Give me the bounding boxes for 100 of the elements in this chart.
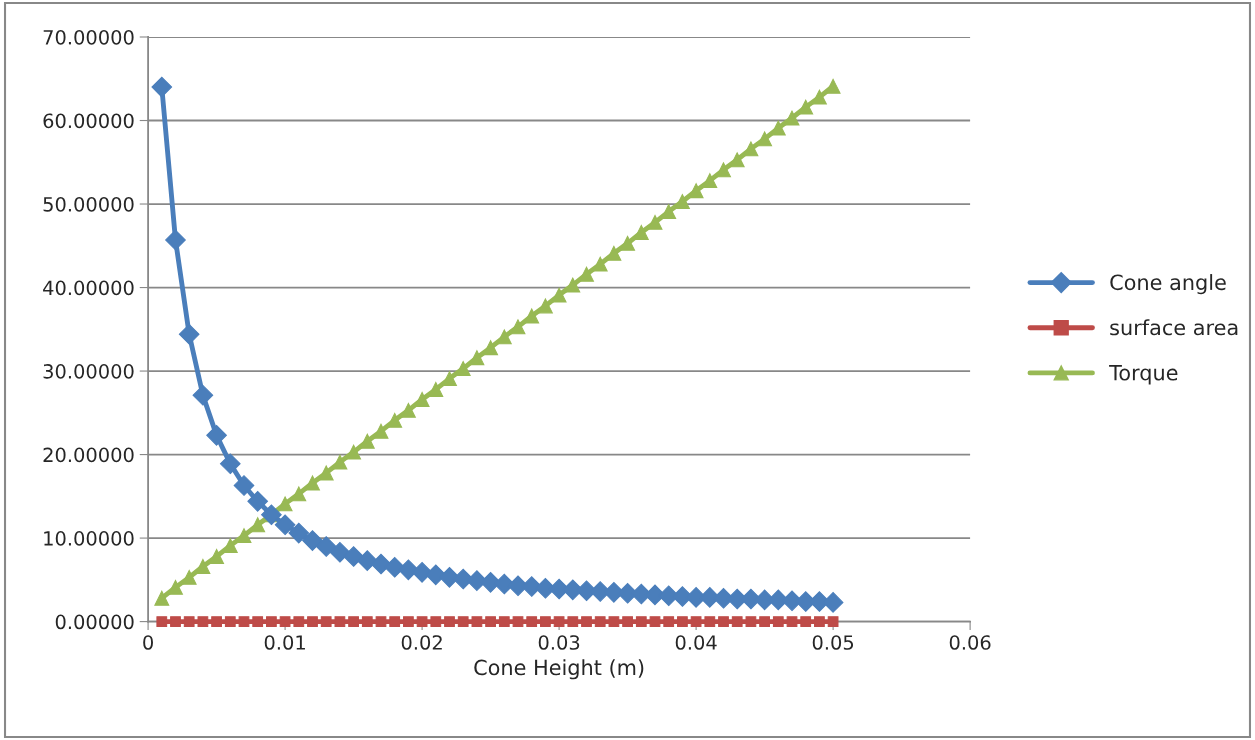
point [442, 371, 457, 387]
point [444, 616, 455, 627]
point [827, 616, 839, 627]
point [537, 298, 553, 314]
point [250, 517, 266, 533]
y-tick-label: 30.00000 [43, 364, 134, 379]
point [279, 616, 291, 627]
point [731, 616, 743, 627]
point [512, 616, 524, 627]
point [211, 616, 222, 627]
point [206, 425, 227, 446]
point [375, 616, 387, 627]
point [496, 329, 512, 345]
point [526, 616, 538, 627]
point [165, 229, 186, 251]
point [346, 444, 362, 460]
x-axis-title: Cone Height (m) [474, 659, 644, 680]
point [674, 194, 690, 209]
point [168, 579, 183, 595]
x-tick-label: 0.03 [538, 635, 580, 650]
point [400, 402, 416, 418]
point [154, 590, 170, 606]
point [498, 616, 510, 627]
point [305, 475, 320, 491]
point [743, 141, 759, 157]
point [688, 183, 704, 199]
point [745, 616, 757, 627]
point [579, 266, 594, 282]
point [343, 546, 364, 567]
point [332, 454, 348, 470]
point [784, 110, 800, 126]
point [192, 384, 214, 406]
point [825, 78, 841, 94]
point [334, 616, 346, 627]
y-tick-label: 60.00000 [43, 113, 134, 129]
point [565, 277, 581, 293]
point [302, 530, 323, 551]
point [677, 616, 688, 627]
point [592, 256, 608, 272]
point [524, 308, 540, 324]
point [293, 616, 305, 627]
point [483, 340, 499, 356]
point [315, 536, 337, 557]
y-tick-label: 0.00000 [55, 614, 134, 630]
point [457, 616, 469, 627]
point [274, 514, 296, 536]
y-tick-label: 10.00000 [44, 531, 134, 546]
y-tick-label: 20.00000 [43, 447, 134, 463]
point [702, 173, 718, 189]
point [430, 616, 442, 627]
y-tick-label: 40.00000 [43, 280, 134, 296]
point [822, 592, 844, 613]
point [620, 235, 636, 251]
point [373, 423, 389, 439]
point [690, 616, 702, 627]
point [757, 131, 773, 147]
point [759, 616, 770, 627]
legend-label: surface area [1110, 319, 1238, 336]
point [288, 522, 310, 544]
point [348, 616, 359, 627]
point [551, 287, 567, 303]
point [318, 465, 334, 481]
point [704, 616, 716, 627]
point [356, 550, 378, 571]
point [814, 616, 825, 627]
point [663, 616, 675, 627]
point [647, 214, 663, 230]
point [170, 616, 181, 627]
x-tick-label: 0.02 [401, 635, 442, 650]
point [798, 99, 814, 115]
point [553, 616, 565, 627]
y-tick-label: 70.00000 [43, 29, 134, 45]
point [729, 152, 745, 168]
point [195, 559, 211, 574]
point [622, 616, 633, 627]
x-tick-label: 0.05 [812, 635, 854, 650]
point [224, 616, 236, 627]
point [567, 616, 579, 627]
point [414, 391, 430, 407]
point [661, 204, 677, 220]
point [581, 616, 592, 627]
point [359, 433, 375, 449]
point [428, 381, 444, 397]
point [606, 245, 622, 261]
point [608, 616, 620, 627]
point [307, 616, 318, 627]
point [361, 616, 373, 627]
point [510, 319, 526, 335]
y-tick-label: 50.00000 [43, 196, 134, 212]
x-tick-label: 0 [143, 635, 153, 650]
point [277, 496, 293, 512]
point [471, 616, 483, 627]
point [772, 616, 784, 627]
point [181, 569, 197, 585]
point [156, 616, 168, 627]
point [718, 616, 729, 627]
point [178, 323, 200, 345]
point [329, 541, 351, 563]
point [411, 561, 433, 583]
point [786, 616, 798, 627]
